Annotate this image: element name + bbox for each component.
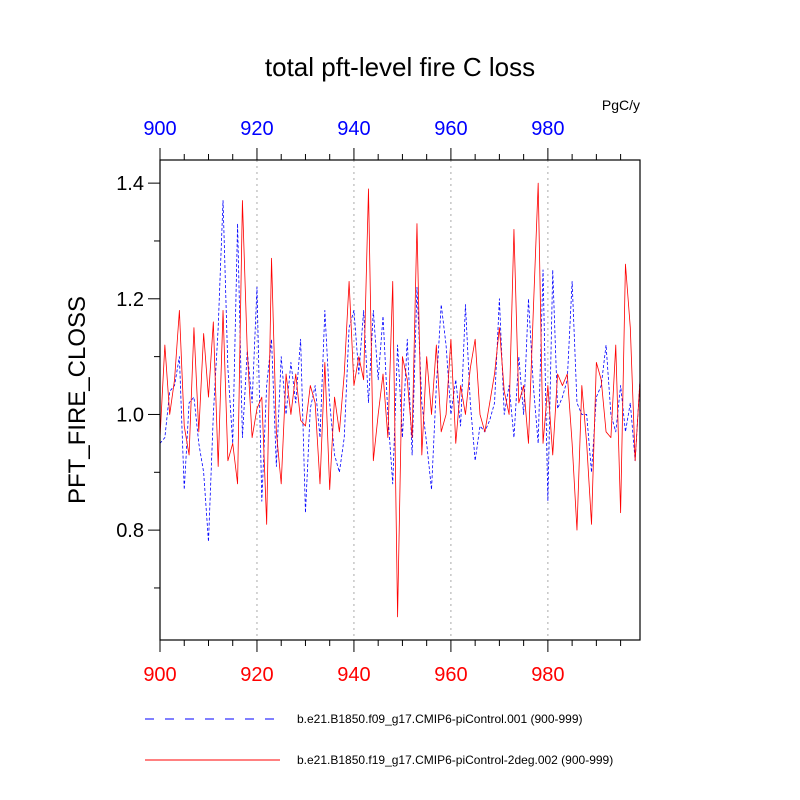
y-axis-label: PFT_FIRE_CLOSS [64,296,91,504]
series-lines [159,182,641,618]
x-tick-label-bottom: 940 [337,664,370,686]
x-tick-label-top: 940 [337,118,370,140]
x-tick-label-top: 900 [143,118,176,140]
y-tick-label: 1.4 [116,173,144,195]
x-tick-label-bottom: 920 [240,664,273,686]
series-line-red [159,182,641,618]
legend-label-blue: b.e21.B1850.f09_g17.CMIP6-piControl.001 … [297,712,583,726]
plot-frame [159,159,641,641]
x-tick-label-bottom: 900 [143,664,176,686]
units-label: PgC/y [602,97,640,113]
y-tick-label: 1.2 [116,289,144,311]
legend: b.e21.B1850.f09_g17.CMIP6-piControl.001 … [145,712,613,767]
x-tick-label-top: 920 [240,118,273,140]
grid-lines [256,160,549,640]
x-tick-label-bottom: 980 [531,664,564,686]
y-tick-label: 1.0 [116,404,144,426]
ticks: 900 900 920 920 940 940 960 960 980 980 0.8 1.0 1.2 1… [116,118,622,686]
x-tick-label-top: 960 [434,118,467,140]
chart-title: total pft-level fire C loss [265,52,535,82]
y-tick-label: 0.8 [116,520,144,542]
legend-label-red: b.e21.B1850.f19_g17.CMIP6-piControl-2deg… [297,753,613,767]
x-tick-label-top: 980 [531,118,564,140]
x-tick-label-bottom: 960 [434,664,467,686]
